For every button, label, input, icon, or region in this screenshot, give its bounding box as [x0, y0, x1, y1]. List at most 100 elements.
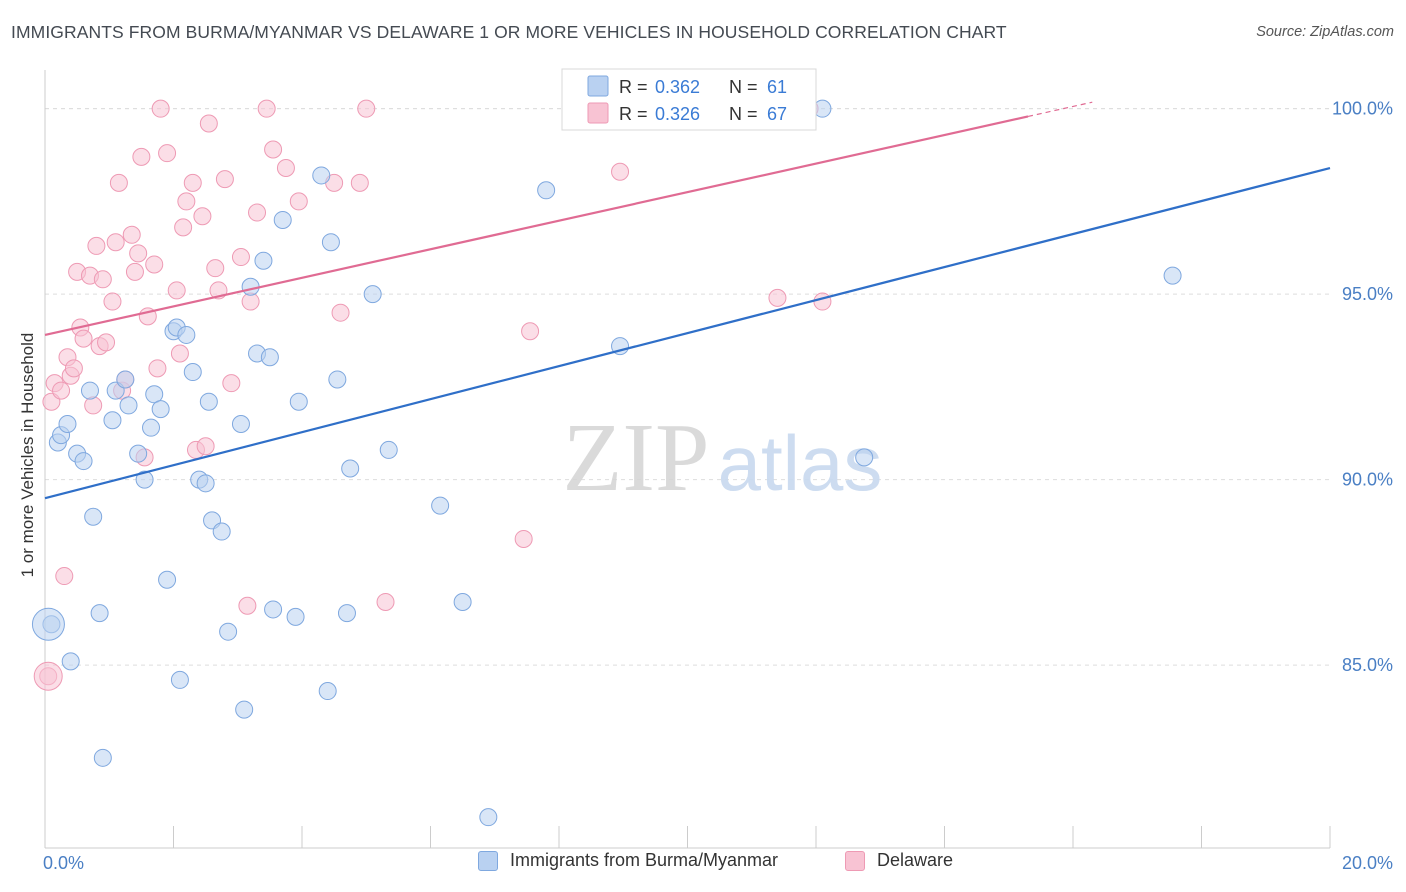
- point-burma: [431, 496, 450, 515]
- point-burma: [219, 622, 238, 641]
- point-burma: [254, 251, 273, 270]
- point-burma: [273, 210, 292, 229]
- point-delaware: [248, 203, 267, 222]
- point-burma: [479, 808, 498, 827]
- point-burma: [177, 325, 196, 344]
- point-burma: [170, 670, 189, 689]
- watermark-zip: ZIP: [563, 404, 710, 512]
- point-delaware: [109, 173, 128, 192]
- point-burma-large: [31, 607, 65, 641]
- legend-n-label: N =: [729, 77, 758, 97]
- legend-swatch-blue: [478, 850, 498, 871]
- bottom-legend: Immigrants from Burma/Myanmar Delaware: [0, 850, 1406, 880]
- point-delaware: [148, 359, 167, 378]
- point-delaware: [222, 374, 241, 393]
- point-burma: [235, 700, 254, 719]
- legend-swatch-blue: [587, 75, 609, 97]
- point-delaware: [331, 303, 350, 322]
- point-burma: [341, 459, 360, 478]
- series-burma: [31, 95, 1182, 827]
- point-delaware: [74, 329, 93, 348]
- point-burma: [196, 474, 215, 493]
- point-burma: [379, 440, 398, 459]
- point-burma: [312, 166, 331, 185]
- point-burma: [84, 507, 103, 526]
- point-delaware: [132, 147, 151, 166]
- trend-line-delaware-extension: [1027, 101, 1093, 118]
- legend-label-delaware: Delaware: [877, 850, 954, 870]
- point-delaware: [289, 192, 308, 211]
- point-delaware: [129, 244, 148, 263]
- y-axis-title: 1 or more Vehicles in Household: [18, 333, 37, 578]
- legend-item-delaware: Delaware: [845, 850, 953, 871]
- point-burma: [61, 652, 80, 671]
- point-burma: [90, 604, 109, 623]
- point-burma: [231, 414, 250, 433]
- legend-swatch-pink: [845, 850, 865, 871]
- y-tick-label: 90.0%: [1342, 470, 1393, 490]
- point-delaware: [183, 173, 202, 192]
- point-burma: [264, 600, 283, 619]
- point-burma: [318, 682, 337, 701]
- point-burma: [58, 414, 77, 433]
- chart-title: IMMIGRANTS FROM BURMA/MYANMAR VS DELAWAR…: [11, 22, 1007, 42]
- axes: [44, 70, 1331, 849]
- trend-line-burma: [44, 166, 1331, 500]
- point-delaware: [158, 144, 177, 163]
- point-delaware: [196, 437, 215, 456]
- legend-swatch-pink: [587, 102, 609, 124]
- legend-r-label: R =: [619, 77, 648, 97]
- point-burma: [537, 181, 556, 200]
- point-delaware: [122, 225, 141, 244]
- y-tick-label: 100.0%: [1332, 99, 1393, 119]
- point-delaware: [521, 322, 540, 341]
- y-tick-labels: 85.0% 90.0% 95.0% 100.0%: [1332, 99, 1393, 675]
- point-delaware: [52, 381, 71, 400]
- legend-r-label: R =: [619, 104, 648, 124]
- point-burma: [183, 363, 202, 382]
- point-burma: [363, 285, 382, 304]
- legend-item-burma: Immigrants from Burma/Myanmar: [478, 850, 778, 871]
- point-burma: [151, 400, 170, 419]
- legend-label-burma: Immigrants from Burma/Myanmar: [510, 850, 779, 870]
- point-burma: [212, 522, 231, 541]
- point-burma: [135, 470, 154, 489]
- point-burma: [119, 396, 138, 415]
- y-tick-label: 85.0%: [1342, 655, 1393, 675]
- watermark-atlas: atlas: [718, 419, 883, 507]
- point-burma: [1163, 266, 1182, 285]
- point-burma: [145, 385, 164, 404]
- point-burma: [142, 418, 161, 437]
- point-delaware: [813, 292, 832, 311]
- point-burma: [321, 233, 340, 252]
- point-delaware: [174, 218, 193, 237]
- trend-line-delaware: [44, 115, 1029, 337]
- point-delaware: [264, 140, 283, 159]
- point-delaware: [206, 259, 225, 278]
- point-delaware: [64, 359, 83, 378]
- legend-n-value: 61: [767, 77, 787, 97]
- point-burma: [103, 411, 122, 430]
- point-burma: [129, 444, 148, 463]
- point-delaware: [106, 233, 125, 252]
- point-delaware: [215, 170, 234, 189]
- x-tick-label-min: 0.0%: [43, 853, 84, 873]
- point-burma: [260, 348, 279, 367]
- point-delaware: [238, 596, 257, 615]
- point-burma: [241, 277, 260, 296]
- point-burma: [289, 392, 308, 411]
- legend-n-label: N =: [729, 104, 758, 124]
- point-burma: [328, 370, 347, 389]
- point-burma: [116, 370, 135, 389]
- point-delaware: [350, 173, 369, 192]
- legend-n-value: 67: [767, 104, 787, 124]
- point-delaware: [514, 529, 533, 548]
- point-delaware: [145, 255, 164, 274]
- point-burma: [337, 604, 356, 623]
- point-delaware: [231, 248, 250, 267]
- point-delaware: [193, 207, 212, 226]
- y-tick-label: 95.0%: [1342, 284, 1393, 304]
- point-delaware: [103, 292, 122, 311]
- trend-lines: [44, 101, 1331, 500]
- correlation-legend: R = 0.362 N = 61 R = 0.326 N = 67: [561, 68, 817, 131]
